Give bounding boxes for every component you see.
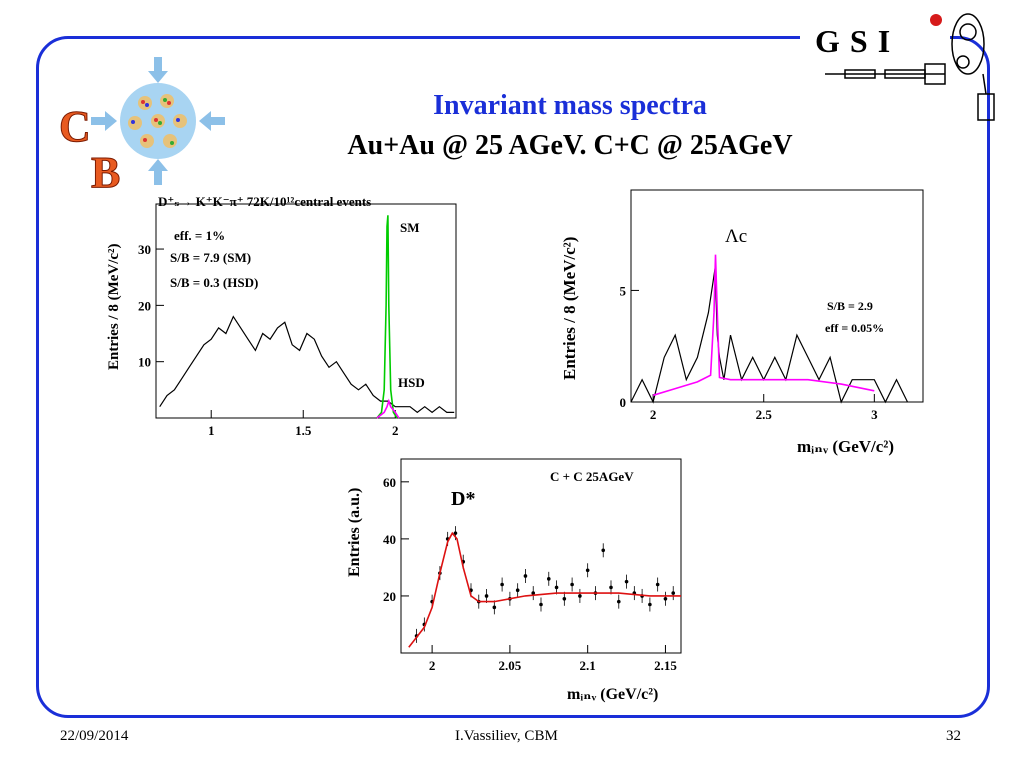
data-point (570, 582, 574, 587)
data-point (523, 574, 528, 578)
data-point (609, 585, 613, 590)
annotation-sb-hsd: S/B = 0.3 (HSD) (170, 275, 258, 290)
frame-gap (800, 30, 950, 44)
x-tick-label: 2 (392, 423, 399, 438)
x-tick-label: 2.1 (580, 658, 596, 673)
data-point (616, 599, 621, 604)
data-point (515, 588, 520, 593)
data-point (562, 596, 567, 601)
y-tick-label: 10 (138, 355, 151, 370)
y-tick-label: 60 (383, 475, 396, 490)
data-point (671, 591, 676, 595)
arrow-left-icon (91, 111, 117, 131)
series-line-1 (408, 531, 681, 648)
series-line-0 (630, 268, 909, 404)
y-tick-label: 5 (620, 283, 627, 298)
x-axis-label: mᵢₙᵥ (GeV/c²) (797, 437, 894, 456)
plot-frame (400, 458, 682, 654)
x-tick-label: 2.05 (499, 658, 522, 673)
data-point (453, 531, 458, 535)
accelerator-ring-icon (825, 13, 995, 121)
annotation-eff: eff. = 1% (174, 228, 225, 243)
footer-date: 22/09/2014 (60, 728, 129, 744)
annotation-sb: S/B = 2.9 (827, 299, 873, 313)
slide-title: Invariant mass spectra (433, 90, 707, 121)
data-point (585, 568, 590, 573)
annotation-hsd: HSD (398, 375, 425, 390)
y-tick-label: 20 (383, 589, 396, 604)
x-tick-label: 1 (208, 423, 215, 438)
data-point (648, 602, 652, 607)
series-line-2 (376, 398, 400, 419)
chart-dstar-mass-spectrum: C + C 25AGeV Entries (a.u.) mᵢₙᵥ (GeV/c²… (346, 458, 682, 703)
chart-header: D⁺ₛ→ K⁺K⁻π⁺ 72K/10¹²central events (158, 194, 371, 209)
arrow-right-icon (199, 111, 225, 131)
data-point (492, 605, 497, 610)
x-tick-label: 2 (650, 407, 657, 422)
x-tick-label: 1.5 (295, 423, 312, 438)
footer-author: I.Vassiliev, CBM (455, 728, 558, 744)
slide-frame (36, 36, 990, 718)
gsi-logo: GSI (815, 13, 995, 121)
data-point (500, 582, 504, 587)
gsi-logo-text: GSI (815, 23, 900, 59)
data-point (484, 594, 489, 598)
cbm-logo-letter-b: B (91, 148, 120, 195)
annotation-lambda-c: Λc (725, 226, 747, 247)
slide-subtitle: Au+Au @ 25 AGeV. C+C @ 25AGeV (347, 130, 793, 161)
x-tick-label: 2 (429, 658, 436, 673)
data-point (624, 579, 629, 584)
y-axis-label: Entries / 8 (MeV/c²) (560, 237, 579, 380)
y-tick-label: 30 (138, 242, 151, 257)
x-tick-label: 2.15 (654, 658, 677, 673)
gsi-dot-icon (930, 14, 942, 26)
data-point (546, 577, 551, 581)
data-point (655, 582, 660, 587)
chart-ds-mass-spectrum: D⁺ₛ→ K⁺K⁻π⁺ 72K/10¹²central events Entri… (106, 194, 457, 438)
annotation-eff: eff = 0.05% (825, 321, 884, 335)
cbm-logo-letter-c: C (59, 102, 91, 151)
data-point (578, 594, 582, 598)
data-point (539, 602, 543, 607)
arrow-bottom-icon (148, 159, 168, 185)
x-tick-label: 3 (871, 407, 878, 422)
plot-frame (630, 189, 924, 403)
annotation-sb-sm: S/B = 7.9 (SM) (170, 250, 251, 265)
y-tick-label: 20 (138, 298, 151, 313)
y-axis-label: Entries / 8 (MeV/c²) (106, 243, 122, 370)
data-point (554, 585, 559, 590)
series-line-0 (159, 315, 455, 414)
x-tick-label: 2.5 (756, 407, 773, 422)
y-axis-label: Entries (a.u.) (346, 488, 363, 577)
annotation-dstar: D* (451, 488, 475, 510)
y-tick-label: 40 (383, 532, 396, 547)
footer-page: 32 (946, 728, 961, 744)
y-tick-label: 0 (620, 395, 627, 410)
series-line-1 (652, 254, 875, 397)
annotation-sm: SM (400, 220, 420, 235)
data-point (601, 548, 606, 553)
chart-header: C + C 25AGeV (550, 469, 634, 484)
plot-frame (155, 203, 457, 419)
data-point (663, 596, 668, 601)
series-line-1 (376, 215, 398, 419)
chart-lambda-c-mass-spectrum: Entries / 8 (MeV/c²) mᵢₙᵥ (GeV/c²) Λc S/… (560, 189, 924, 456)
cbm-logo: C B (59, 57, 225, 195)
nucleons-icon (128, 94, 187, 148)
arrow-top-icon (148, 57, 168, 83)
data-point (531, 591, 536, 595)
x-axis-label: mᵢₙᵥ (GeV/c²) (567, 686, 658, 703)
